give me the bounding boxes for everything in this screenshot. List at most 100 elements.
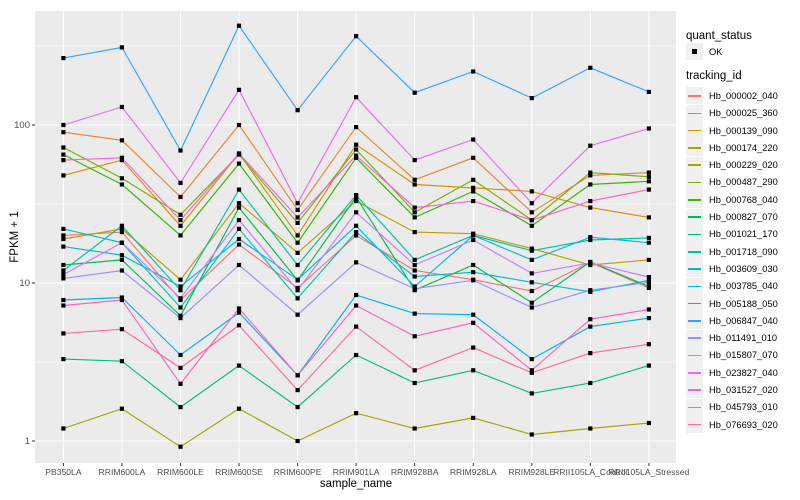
data-point-Hb_000002_040 — [412, 268, 417, 273]
data-point-Hb_001718_090 — [412, 257, 417, 262]
legend-key — [686, 208, 703, 226]
data-point-Hb_000768_040 — [588, 182, 593, 187]
data-point-Hb_000487_290 — [178, 212, 183, 217]
legend-key — [686, 416, 703, 434]
data-point-Hb_045793_010 — [61, 303, 66, 308]
legend-item-Hb_006847_040: Hb_006847_040 — [686, 312, 800, 330]
data-point-Hb_000827_070 — [529, 300, 534, 305]
legend-item-label: Hb_000229_020 — [709, 160, 778, 171]
data-point-Hb_000025_360 — [354, 125, 359, 130]
data-point-Hb_015807_070 — [295, 288, 300, 293]
data-point-Hb_000229_020 — [119, 406, 124, 411]
data-point-Hb_000174_220 — [178, 277, 183, 282]
data-point-Hb_011491_010 — [412, 286, 417, 291]
data-point-Hb_005188_050 — [412, 311, 417, 316]
legend-key — [686, 277, 703, 295]
data-point-Hb_031527_020 — [529, 218, 534, 223]
data-point-Hb_000174_220 — [646, 257, 651, 262]
legend-item-label: Hb_023827_040 — [709, 367, 778, 378]
legend-quant-status-block: quant_status OK — [686, 30, 800, 61]
data-point-Hb_005188_050 — [529, 357, 534, 362]
data-point-Hb_006847_040 — [236, 23, 242, 28]
legend-key-line — [688, 406, 701, 409]
legend-item-label: Hb_000487_290 — [709, 177, 778, 188]
legend-key — [686, 191, 703, 209]
data-point-Hb_015807_070 — [646, 275, 651, 280]
data-point-Hb_000827_070 — [646, 284, 651, 289]
x-tick-label: RRIM600LE — [157, 467, 204, 477]
data-point-Hb_006847_040 — [646, 89, 651, 94]
legend-tracking-title: tracking_id — [686, 70, 742, 83]
data-point-Hb_000229_020 — [295, 438, 300, 444]
data-point-Hb_006847_040 — [529, 96, 534, 101]
data-point-Hb_000229_020 — [354, 411, 359, 416]
data-point-Hb_000025_360 — [236, 122, 242, 128]
data-point-Hb_006847_040 — [354, 34, 359, 39]
legend-item-Hb_076693_020: Hb_076693_020 — [686, 416, 800, 434]
legend-key — [686, 398, 703, 416]
legend-key — [686, 87, 703, 105]
legend-item-label: Hb_005188_050 — [709, 298, 778, 309]
legend-key-line — [688, 250, 701, 253]
data-point-Hb_000487_290 — [471, 177, 476, 182]
data-point-Hb_000139_090 — [295, 233, 300, 238]
data-point-Hb_000487_290 — [61, 145, 66, 150]
legend-key — [686, 312, 703, 330]
data-point-Hb_001021_170 — [236, 363, 242, 368]
data-point-Hb_015807_070 — [61, 272, 66, 277]
data-point-Hb_005188_050 — [471, 312, 476, 317]
data-point-Hb_001718_090 — [529, 248, 534, 253]
data-point-Hb_000139_090 — [178, 223, 183, 228]
data-point-Hb_000487_290 — [354, 147, 359, 152]
data-point-Hb_000768_040 — [412, 215, 417, 220]
legend-key-line — [688, 268, 701, 270]
legend-item-Hb_000174_220: Hb_000174_220 — [686, 139, 800, 157]
legend-key-line — [688, 216, 701, 218]
data-point-Hb_000002_040 — [295, 285, 300, 291]
data-point-Hb_015807_070 — [354, 210, 359, 215]
data-point-Hb_000229_020 — [646, 420, 651, 426]
legend-key — [686, 329, 703, 347]
data-point-Hb_000768_040 — [529, 223, 534, 228]
data-point-Hb_011491_010 — [119, 268, 124, 273]
data-point-Hb_031527_020 — [61, 158, 66, 163]
data-point-Hb_000827_070 — [471, 262, 476, 268]
legend-key-line — [688, 181, 701, 184]
x-tick-label: RRII105LA_Control — [553, 467, 628, 477]
legend-item-label: Hb_001021_170 — [709, 229, 778, 240]
data-point-Hb_076693_020 — [412, 368, 417, 373]
data-point-Hb_000487_290 — [119, 176, 124, 181]
legend-key-line — [688, 389, 701, 391]
data-point-Hb_000827_070 — [61, 262, 66, 268]
data-point-Hb_003785_040 — [295, 277, 300, 282]
ok-point-key — [686, 43, 703, 61]
data-point-Hb_023827_040 — [178, 180, 183, 185]
data-point-Hb_006847_040 — [178, 148, 183, 153]
data-point-Hb_000025_360 — [61, 130, 66, 135]
data-point-Hb_011491_010 — [61, 276, 66, 281]
legend-key — [686, 364, 703, 382]
legend-item-label: Hb_011491_010 — [709, 333, 778, 344]
legend-item-Hb_003785_040: Hb_003785_040 — [686, 277, 800, 295]
data-point-Hb_031527_020 — [178, 218, 183, 223]
data-point-Hb_023827_040 — [646, 126, 651, 131]
data-point-Hb_000487_290 — [646, 174, 651, 179]
data-point-Hb_000768_040 — [178, 233, 183, 238]
legend-item-label: Hb_000002_040 — [709, 90, 778, 101]
data-point-Hb_000827_070 — [236, 205, 242, 210]
data-point-Hb_000002_040 — [236, 242, 242, 247]
legend-item-Hb_003609_030: Hb_003609_030 — [686, 260, 800, 278]
data-point-Hb_001021_170 — [178, 405, 183, 410]
data-point-Hb_076693_020 — [471, 345, 476, 350]
data-point-Hb_003609_030 — [236, 226, 242, 231]
data-point-Hb_005188_050 — [354, 292, 359, 298]
data-point-Hb_011491_010 — [354, 260, 359, 265]
data-point-Hb_003785_040 — [119, 253, 124, 258]
data-point-Hb_045793_010 — [178, 381, 183, 386]
data-point-Hb_011491_010 — [236, 262, 242, 268]
data-point-Hb_001021_170 — [529, 391, 534, 396]
data-point-Hb_000229_020 — [412, 426, 417, 431]
data-point-Hb_006847_040 — [412, 90, 417, 95]
data-point-Hb_000768_040 — [354, 155, 359, 160]
y-tick-label: 100 — [14, 120, 30, 131]
